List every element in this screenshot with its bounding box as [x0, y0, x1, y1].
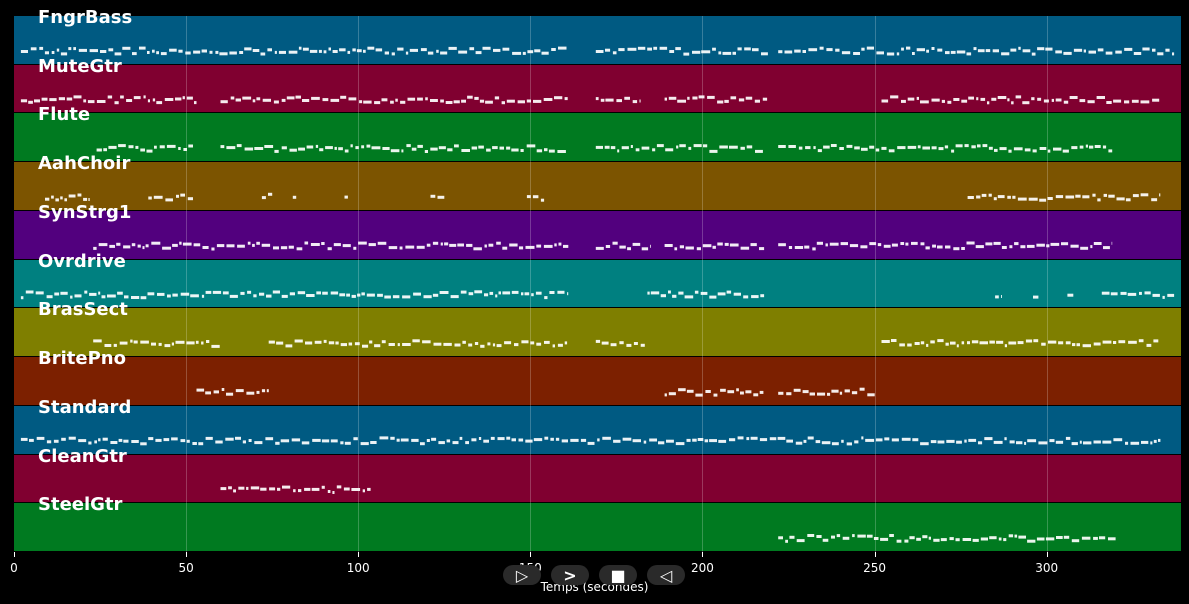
note-segment	[995, 295, 1002, 299]
x-tick-mark	[530, 552, 532, 557]
note-segment	[967, 193, 1161, 202]
x-tick-mark	[14, 552, 15, 557]
track-fngrbass: FngrBass	[14, 9, 1181, 64]
play-button[interactable]: ▷	[503, 565, 541, 585]
track-standard: Standard	[14, 398, 1181, 454]
note-segment	[595, 241, 651, 251]
track-mutegtr: MuteGtr	[14, 57, 1181, 113]
forward-icon: >	[563, 565, 577, 585]
note-segment	[292, 195, 297, 199]
note-segment	[93, 241, 569, 251]
grid-line	[530, 16, 532, 552]
track-label: MuteGtr	[38, 55, 122, 77]
note-segment	[778, 46, 1175, 56]
note-segment	[778, 144, 1113, 153]
grid-line	[1046, 16, 1048, 552]
track-synstrg1: SynStrg1	[14, 203, 1181, 259]
note-segment	[45, 193, 90, 202]
note-segment	[664, 95, 768, 104]
note-segment	[595, 46, 768, 56]
note-segment	[1067, 293, 1074, 297]
note-segment	[148, 193, 193, 202]
track-flute: Flute	[14, 106, 1181, 162]
track-label: BritePno	[38, 348, 126, 370]
track-ovrdrive: Ovrdrive	[14, 252, 1181, 308]
x-tick-mark	[358, 552, 360, 557]
note-segment	[20, 436, 1161, 446]
note-segment	[526, 195, 545, 202]
x-tick-mark	[874, 552, 876, 557]
track-label: Flute	[38, 104, 91, 126]
x-tick-mark	[1046, 552, 1048, 557]
note-segment	[20, 46, 567, 56]
note-segment	[778, 241, 1113, 251]
x-axis-label: Temps (secondes)	[540, 580, 649, 594]
play-icon: ▷	[515, 565, 529, 585]
grid-line	[874, 16, 876, 552]
track-britepno: BritePno	[14, 350, 1181, 405]
note-segment	[20, 95, 197, 105]
x-tick-mark	[702, 552, 704, 557]
track-label: AahChoir	[38, 153, 131, 175]
note-segment	[1033, 295, 1039, 299]
piano-roll-plot: FngrBass MuteGtr Flute AahChoir SynStrg1 Ovrd…	[14, 9, 1181, 552]
note-segment	[268, 339, 568, 348]
note-segment	[220, 144, 566, 153]
track-label: SynStrg1	[38, 201, 132, 223]
x-tick-label: 250	[863, 561, 887, 575]
note-segment	[778, 534, 1116, 543]
track-label: BrasSect	[38, 299, 128, 321]
grid-line	[358, 16, 360, 552]
x-tick-mark	[186, 552, 188, 557]
back-button[interactable]: ◁	[647, 565, 685, 585]
track-label: FngrBass	[38, 7, 133, 28]
stop-button[interactable]: ■	[599, 565, 637, 585]
track-label: Ovrdrive	[38, 250, 126, 272]
track-brassect: BrasSect	[14, 301, 1181, 357]
note-segment	[778, 387, 875, 397]
note-segment	[96, 144, 193, 153]
note-segment	[664, 388, 764, 397]
x-tick-label: 50	[178, 561, 194, 575]
note-segment	[261, 192, 273, 200]
track-label: Standard	[38, 396, 132, 418]
x-tick-label: 100	[346, 561, 370, 575]
back-icon: ◁	[659, 565, 673, 585]
forward-button[interactable]: >	[551, 565, 589, 585]
note-segment	[647, 290, 765, 299]
track-cleangtr: CleanGtr	[14, 447, 1181, 503]
note-segment	[220, 95, 568, 105]
track-label: CleanGtr	[38, 445, 127, 467]
note-segment	[881, 339, 1159, 348]
note-segment	[595, 96, 641, 104]
note-segment	[20, 290, 569, 300]
note-segment	[220, 485, 371, 494]
note-segment	[196, 388, 269, 396]
x-tick-label: 0	[10, 561, 18, 575]
note-segment	[664, 242, 765, 251]
note-segment	[595, 144, 763, 153]
x-tick-label: 200	[691, 561, 714, 575]
grid-line	[186, 16, 188, 552]
x-tick-label: 300	[1035, 561, 1059, 575]
grid-line	[702, 16, 704, 552]
notes-layer	[20, 46, 1175, 543]
track-aahchoir: AahChoir	[14, 155, 1181, 210]
note-segment	[93, 339, 220, 348]
note-segment	[1101, 291, 1175, 299]
track-steelgtr: SteelGtr	[14, 496, 1181, 551]
note-segment	[595, 339, 645, 347]
note-segment	[344, 195, 348, 199]
stop-icon: ■	[610, 565, 626, 585]
track-label: SteelGtr	[38, 494, 123, 516]
note-segment	[430, 194, 445, 199]
note-segment	[881, 95, 1160, 105]
